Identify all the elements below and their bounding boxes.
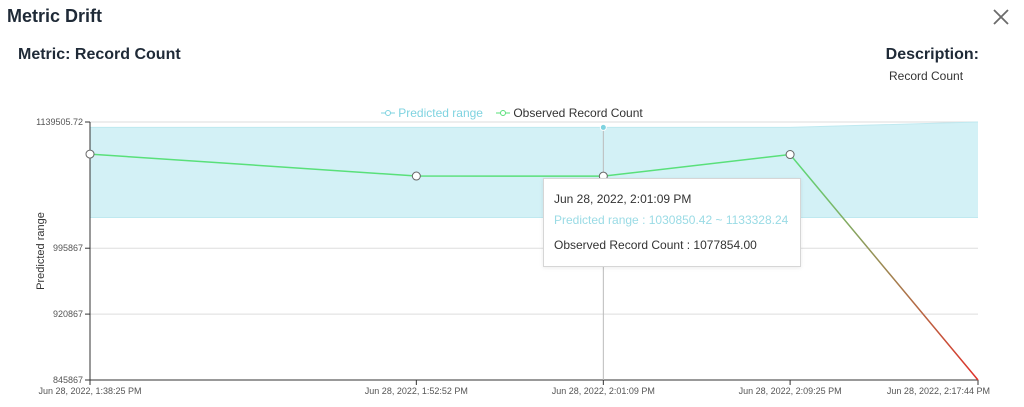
legend-item-observed[interactable]: Observed Record Count	[496, 106, 643, 120]
y-tick-label-3: 1139505.72	[36, 117, 83, 127]
y-tick-label-0: 845867	[53, 375, 83, 385]
tooltip-date: Jun 28, 2022, 2:01:09 PM	[554, 192, 692, 206]
tooltip-observed-label: Observed Record Count	[554, 238, 684, 252]
description-heading: Description:	[885, 46, 979, 63]
description-text: Record Count	[889, 69, 964, 83]
range-upper-marker	[599, 123, 607, 131]
observed-drift-segment	[789, 154, 979, 381]
legend-label-predicted: Predicted range	[398, 106, 483, 120]
observed-point-0	[85, 149, 95, 159]
observed-point-1	[411, 171, 421, 181]
x-tick-label-4: Jun 28, 2022, 2:17:44 PM	[887, 386, 990, 396]
predicted-range-area	[90, 122, 978, 218]
x-tick-label-1: Jun 28, 2022, 1:52:52 PM	[365, 386, 468, 396]
y-tick-label-1: 920867	[53, 309, 83, 319]
legend-item-predicted[interactable]: Predicted range	[381, 106, 483, 120]
y-tick-label-2: 995867	[53, 243, 83, 253]
x-tick-label-0: Jun 28, 2022, 1:38:25 PM	[38, 386, 141, 396]
legend-label-observed: Observed Record Count	[513, 106, 643, 120]
dialog-title: Metric Drift	[7, 6, 103, 26]
observed-line	[89, 153, 791, 177]
tooltip-range-label: Predicted range	[554, 213, 639, 227]
metric-name: Metric: Record Count	[18, 46, 181, 63]
legend-marker-predicted-icon	[381, 110, 396, 116]
y-axis-title: Predicted range	[35, 212, 47, 290]
observed-point-3	[785, 150, 795, 160]
metric-drift-chart: 845867 920867 995867 1139505.72 Jun 28, 2022…	[35, 117, 990, 396]
x-tick-label-2: Jun 28, 2022, 2:01:09 PM	[552, 386, 655, 396]
legend-marker-observed-icon	[496, 110, 511, 116]
tooltip-range-value: 1030850.42 ~ 1133328.24	[648, 213, 789, 227]
chart-legend: Predicted range Observed Record Count	[0, 106, 1024, 120]
tooltip-observed: Observed Record Count : 1077854.00	[554, 238, 757, 252]
x-tick-label-3: Jun 28, 2022, 2:09:25 PM	[739, 386, 842, 396]
chart-tooltip: Jun 28, 2022, 2:01:09 PM Predicted range…	[543, 178, 801, 267]
close-icon[interactable]	[990, 6, 1012, 28]
tooltip-predicted-range: Predicted range : 1030850.42 ~ 1133328.2…	[554, 213, 789, 227]
tooltip-observed-value: 1077854.00	[693, 238, 757, 252]
